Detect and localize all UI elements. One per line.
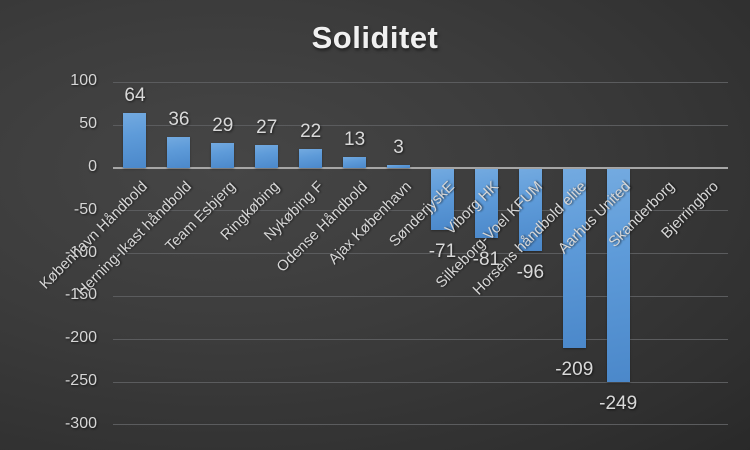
bar-value-label: -209 bbox=[555, 358, 594, 380]
bar-1[interactable] bbox=[123, 113, 147, 168]
gridline bbox=[113, 295, 728, 297]
bar-value-label: -249 bbox=[599, 393, 638, 415]
y-axis-tick-label: 0 bbox=[88, 158, 97, 175]
bar-value-label: 36 bbox=[168, 109, 190, 131]
bar-8[interactable] bbox=[430, 169, 454, 230]
gridline bbox=[113, 81, 728, 83]
bar-4[interactable] bbox=[255, 144, 279, 168]
bar-value-label: 64 bbox=[124, 85, 146, 107]
bar-value-label: 22 bbox=[300, 121, 322, 143]
bar-2[interactable] bbox=[167, 137, 191, 168]
gridline bbox=[113, 338, 728, 340]
bar-3[interactable] bbox=[211, 143, 235, 168]
bar-value-label: 3 bbox=[393, 137, 404, 159]
bar-12[interactable] bbox=[606, 169, 630, 383]
bar-7[interactable] bbox=[387, 165, 411, 168]
bar-5[interactable] bbox=[299, 149, 323, 168]
y-axis-tick-label: -200 bbox=[64, 329, 97, 347]
bar-value-label: -71 bbox=[428, 240, 457, 262]
y-axis-tick-label: 100 bbox=[70, 72, 97, 90]
y-axis-tick-label: -250 bbox=[64, 372, 97, 389]
gridline bbox=[113, 210, 728, 212]
bar-value-label: 27 bbox=[256, 116, 278, 138]
bar-11[interactable] bbox=[562, 169, 586, 348]
bar-10[interactable] bbox=[518, 169, 542, 252]
y-axis-tick-label: -150 bbox=[64, 286, 97, 304]
bar-value-label: 29 bbox=[212, 115, 234, 137]
gridline bbox=[113, 124, 728, 126]
chart-title: Soliditet bbox=[311, 20, 439, 55]
bar-9[interactable] bbox=[474, 169, 498, 239]
bar-value-label: -96 bbox=[516, 262, 545, 284]
gridline bbox=[113, 253, 728, 255]
bar-value-label: 13 bbox=[344, 128, 366, 150]
bar-value-label: -81 bbox=[472, 249, 501, 271]
y-axis-tick-label: -100 bbox=[64, 243, 97, 261]
gridline bbox=[113, 424, 728, 426]
y-axis-tick-label: -300 bbox=[64, 414, 97, 432]
bar-6[interactable] bbox=[343, 156, 367, 168]
zero-axis-line bbox=[113, 167, 728, 169]
y-axis-tick-label: 50 bbox=[79, 115, 97, 133]
y-axis-tick-label: -50 bbox=[73, 200, 97, 218]
gridline bbox=[113, 381, 728, 383]
